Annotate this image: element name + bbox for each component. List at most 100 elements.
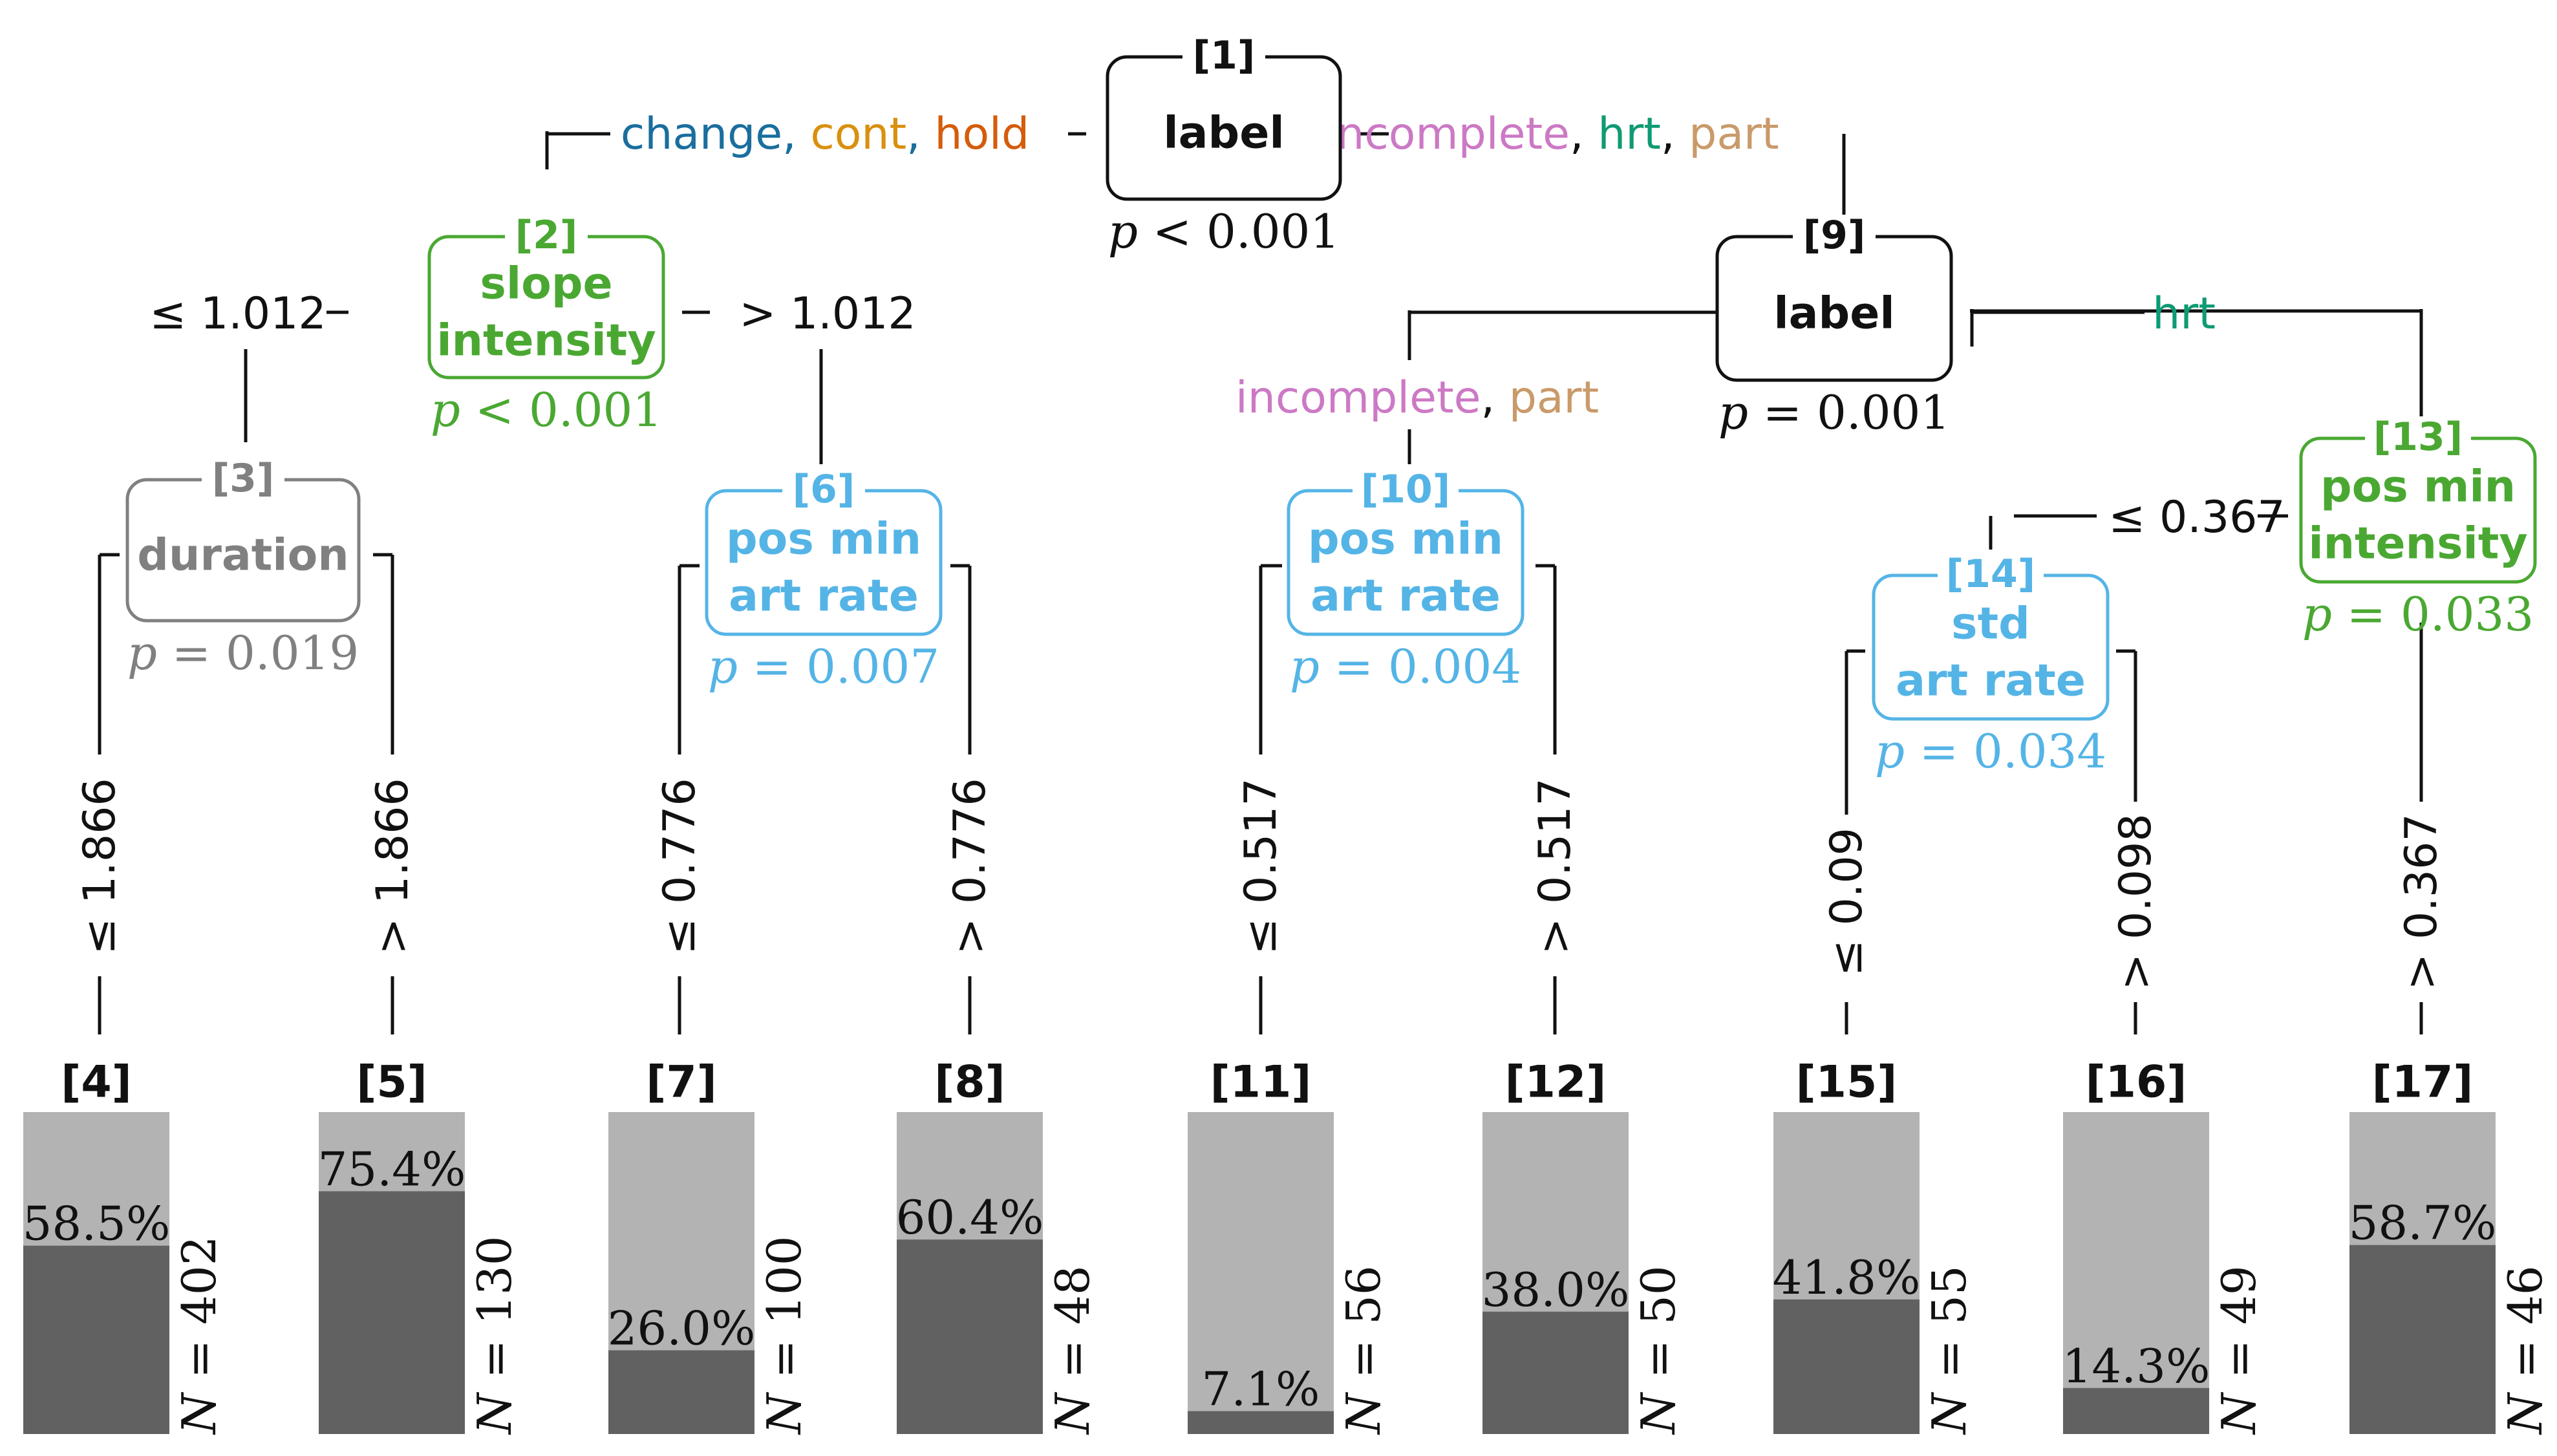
sample-size-label: N = 55: [1922, 1265, 1976, 1435]
n-symbol: N: [172, 1391, 226, 1435]
edge-label-part: ≤ 0.09: [1821, 828, 1872, 976]
n-rest: = 48: [1045, 1265, 1100, 1393]
node-id-background: [1938, 553, 2044, 592]
leaf-id: [17]: [2372, 1057, 2474, 1108]
tree-connectors: [98, 131, 2423, 1034]
p-rest: = 0.004: [1320, 639, 1521, 694]
edge-label-1-866: ≤ 1.866: [74, 778, 125, 954]
n-rest: = 130: [467, 1236, 522, 1393]
bar-percentage-label: 58.5%: [23, 1197, 171, 1251]
node-p-value: p < 0.001: [431, 383, 662, 437]
node-variable-label: art rate: [1311, 571, 1501, 622]
n-rest: = 50: [1631, 1265, 1685, 1393]
bar-percentage-label: 26.0%: [608, 1301, 756, 1356]
bar-fill: [608, 1350, 754, 1434]
edge-label-background: [361, 769, 423, 964]
edge-label-part: part: [1509, 372, 1599, 423]
bar-percentage-label: 38.0%: [1482, 1263, 1630, 1317]
sample-size-label: N = 49: [2212, 1265, 2266, 1435]
node-id: [14]: [1946, 551, 2035, 597]
edge-label-part: change: [621, 109, 782, 160]
edge-label-0-367: > 0.367: [2396, 813, 2447, 990]
bar-percentage-label: 60.4%: [896, 1190, 1044, 1245]
leaf-5: [5]75.4%N = 130: [318, 1057, 522, 1436]
n-rest: = 46: [2498, 1265, 2552, 1393]
leaf-17: [17]58.7%N = 46: [2349, 1057, 2552, 1436]
p-symbol: p: [1718, 385, 1748, 440]
edge-label-1-866: > 1.866: [367, 778, 418, 954]
node-id-background: [202, 458, 284, 497]
bar-fill: [2349, 1245, 2496, 1434]
edge-label-part: ≤ 0.367: [2108, 492, 2285, 543]
bar-fill: [1773, 1299, 1920, 1434]
leaf-id: [16]: [2086, 1057, 2187, 1108]
bar-percentage-label: 75.4%: [318, 1142, 466, 1197]
leaf-id: [12]: [1505, 1057, 1607, 1108]
node-p-value: p = 0.033: [2302, 587, 2534, 641]
edge-label-part: incomplete: [1236, 372, 1481, 423]
leaf-id: [7]: [646, 1057, 716, 1108]
edge-label-0-098: > 0.098: [2110, 813, 2161, 990]
node-2: [2]slope intensity p < 0.001: [427, 213, 665, 437]
leaf-id: [5]: [356, 1057, 427, 1108]
bar-percentage-label: 14.3%: [2062, 1339, 2210, 1393]
edge-label-background: [1524, 769, 1586, 964]
leaf-11: [11] 7.1% N = 56: [1188, 1057, 1391, 1435]
edge-label-part: incomplete: [1324, 109, 1570, 160]
sample-size-label: N = 50: [1631, 1265, 1685, 1435]
n-rest: = 55: [1922, 1265, 1976, 1393]
node-10: [10]pos min art rate p = 0.004: [1287, 467, 1525, 694]
node-id-background: [1182, 35, 1265, 74]
edge-label-change-cont-hold: change, cont, hold: [621, 109, 1029, 160]
edge-label-part: > 0.367: [2396, 813, 2447, 990]
node-variable-label: label: [1773, 288, 1894, 339]
leaf-12: [12]38.0%N = 50: [1482, 1057, 1685, 1436]
node-variable-label: art rate: [1896, 656, 2086, 707]
edge-label-part: ≤ 0.776: [654, 778, 705, 954]
node-6: [6]pos min art rate p = 0.007: [705, 467, 943, 694]
n-symbol: N: [1922, 1391, 1976, 1435]
bar-percentage-label: 41.8%: [1773, 1250, 1921, 1305]
leaf-id: [15]: [1796, 1057, 1898, 1108]
sample-size-label: N = 130: [467, 1236, 522, 1435]
leaf-id: [11]: [1210, 1057, 1312, 1108]
edge-label-part: ≤ 1.866: [74, 778, 125, 954]
node-id: [6]: [793, 467, 855, 512]
sample-size-label: N = 48: [1045, 1265, 1100, 1435]
node-variable-label: intensity: [436, 316, 656, 367]
n-symbol: N: [467, 1391, 522, 1435]
n-symbol: N: [1631, 1391, 1685, 1435]
edge-label-background: [1815, 819, 1878, 985]
edge-label-part: ,: [906, 109, 934, 160]
node-variable-label: duration: [137, 530, 348, 581]
node-id: [9]: [1803, 213, 1866, 258]
node-variable-label: std: [1951, 599, 2030, 650]
node-variable-label: pos min: [2320, 462, 2516, 513]
node-13: [13]pos min intensity p = 0.033: [2299, 414, 2537, 641]
node-14: [14]std art rate p = 0.034: [1872, 551, 2110, 778]
edge-label-part: ≤ 0.517: [1236, 778, 1287, 954]
node-p-value: p = 0.001: [1718, 385, 1950, 440]
edge-label-part: hrt: [2152, 288, 2216, 339]
edge-label-background: [2104, 804, 2166, 1000]
edge-label-incomplete-part: incomplete, part: [1236, 372, 1599, 423]
node-id: [2]: [515, 213, 578, 258]
edge-label-0-367: ≤ 0.367: [2108, 492, 2285, 543]
node-variable-label: art rate: [729, 571, 919, 622]
node-variable-label: pos min: [726, 514, 921, 565]
edge-label-part: ,: [782, 109, 810, 160]
node-p-value: p = 0.004: [1290, 639, 1521, 694]
node-id-background: [1793, 215, 1876, 253]
node-id-background: [1353, 469, 1459, 508]
sample-size-label: N = 100: [757, 1236, 811, 1435]
p-rest: = 0.001: [1748, 385, 1950, 440]
edge-label-part: ≤ 1.012: [149, 288, 326, 339]
bar-fill: [2063, 1387, 2209, 1434]
leaf-id: [4]: [61, 1057, 131, 1108]
p-symbol: p: [127, 626, 157, 680]
leaf-id: [8]: [934, 1057, 1005, 1108]
bar-background: [1188, 1112, 1334, 1434]
node-p-value: p = 0.034: [1875, 724, 2106, 778]
